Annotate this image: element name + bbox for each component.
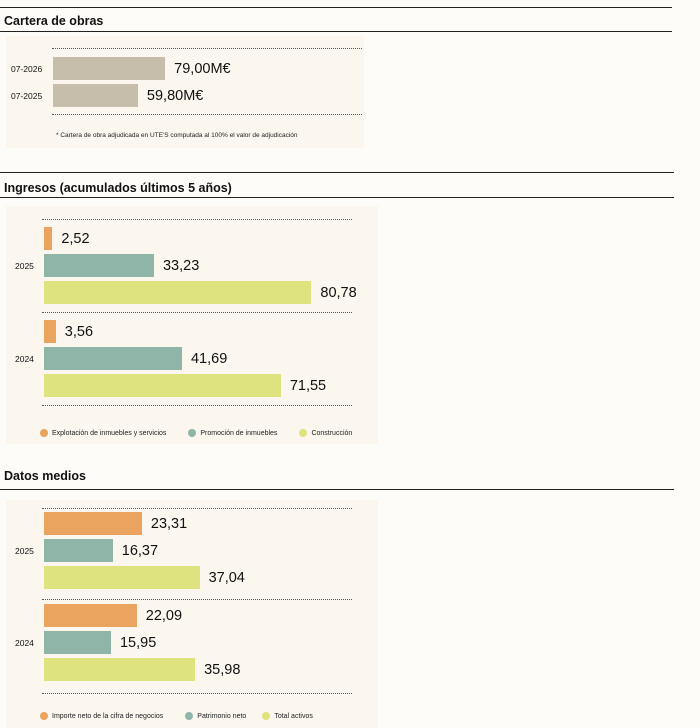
ingresos-value-label-promocion-2024: 41,69 bbox=[190, 350, 228, 367]
ingresos-gridline-mid bbox=[42, 312, 352, 313]
datos-gridline-mid bbox=[42, 599, 352, 600]
ingresos-category-label-2024: 2024 bbox=[15, 353, 34, 364]
legend-dot-construccion bbox=[299, 429, 308, 437]
legend-label-explotacion: Explotación de inmuebles y servicios bbox=[52, 429, 167, 437]
legend-item-activos: Total activos bbox=[262, 712, 313, 720]
cartera-top-rule bbox=[0, 7, 672, 8]
legend-label-importe: Importe neto de la cifra de negocios bbox=[52, 712, 164, 720]
cartera-footnote: * Cartera de obra adjudicada en UTE'S co… bbox=[56, 132, 298, 139]
ingresos-bar-construccion-2024 bbox=[44, 374, 281, 397]
ingresos-value-label-explotacion-2025: 2,52 bbox=[61, 230, 90, 247]
ingresos-value-label-construccion-2024: 71,55 bbox=[289, 377, 327, 394]
ingresos-bar-promocion-2024 bbox=[44, 347, 182, 370]
cartera-title-rule bbox=[0, 31, 672, 32]
cartera-value-label-07-2025: 59,80M€ bbox=[146, 87, 204, 104]
legend-dot-activos bbox=[262, 712, 271, 720]
datos-legend: Importe neto de la cifra de negocios Pat… bbox=[40, 712, 313, 720]
datos-category-label-2024: 2024 bbox=[15, 637, 34, 648]
legend-item-explotacion: Explotación de inmuebles y servicios bbox=[40, 429, 166, 437]
legend-item-patrimonio: Patrimonio neto bbox=[185, 712, 246, 720]
cartera-value-label-07-2026: 79,00M€ bbox=[174, 60, 231, 77]
datos-gridline-bottom bbox=[42, 693, 352, 694]
legend-dot-importe bbox=[40, 712, 48, 720]
legend-item-importe: Importe neto de la cifra de negocios bbox=[40, 712, 163, 720]
ingresos-value-label-construccion-2025: 80,78 bbox=[320, 284, 357, 301]
ingresos-bar-construccion-2025 bbox=[44, 281, 312, 304]
datos-value-label-activos-2025: 37,04 bbox=[208, 569, 245, 586]
datos-value-label-activos-2024: 35,98 bbox=[204, 661, 241, 678]
ingresos-legend: Explotación de inmuebles y servicios Pro… bbox=[40, 429, 352, 437]
datos-title-rule bbox=[0, 489, 674, 490]
legend-label-promocion: Promoción de inmuebles bbox=[200, 429, 278, 437]
cartera-bar-07-2026 bbox=[53, 57, 166, 80]
ingresos-value-label-explotacion-2024: 3,56 bbox=[64, 323, 94, 340]
ingresos-title: Ingresos (acumulados últimos 5 años) bbox=[4, 181, 232, 195]
datos-value-label-importe-2025: 23,31 bbox=[150, 515, 188, 532]
datos-category-label-2025: 2025 bbox=[15, 545, 34, 556]
datos-bar-importe-2025 bbox=[44, 512, 142, 535]
ingresos-bar-explotacion-2024 bbox=[44, 320, 56, 343]
datos-bar-patrimonio-2024 bbox=[44, 631, 111, 654]
cartera-gridline-top bbox=[52, 48, 362, 49]
legend-label-activos: Total activos bbox=[274, 712, 313, 720]
datos-value-label-importe-2024: 22,09 bbox=[145, 607, 183, 624]
datos-value-label-patrimonio-2024: 15,95 bbox=[119, 634, 157, 651]
ingresos-gridline-top bbox=[42, 219, 352, 220]
cartera-category-label-07-2026: 07-2026 bbox=[11, 63, 43, 74]
ingresos-bar-explotacion-2025 bbox=[44, 227, 53, 250]
ingresos-value-label-promocion-2025: 33,23 bbox=[162, 257, 200, 274]
cartera-gridline-bottom bbox=[52, 114, 362, 115]
datos-title: Datos medios bbox=[4, 469, 86, 483]
cartera-category-label-07-2025: 07-2025 bbox=[11, 90, 43, 101]
datos-bar-patrimonio-2025 bbox=[44, 539, 113, 562]
legend-dot-explotacion bbox=[40, 429, 48, 437]
ingresos-bar-promocion-2025 bbox=[44, 254, 154, 277]
legend-label-construccion: Construcción bbox=[311, 429, 353, 437]
ingresos-top-rule bbox=[0, 172, 674, 173]
datos-value-label-patrimonio-2025: 16,37 bbox=[121, 542, 159, 559]
ingresos-title-rule bbox=[0, 197, 674, 198]
ingresos-gridline-bottom bbox=[42, 405, 352, 406]
cartera-title: Cartera de obras bbox=[4, 14, 104, 28]
datos-gridline-top bbox=[42, 508, 352, 509]
cartera-bar-07-2025 bbox=[53, 84, 138, 107]
datos-bar-activos-2025 bbox=[44, 566, 200, 589]
ingresos-category-label-2025: 2025 bbox=[15, 260, 34, 271]
legend-item-construccion: Construcción bbox=[299, 429, 352, 437]
ingresos-panel bbox=[6, 206, 378, 444]
datos-bar-activos-2024 bbox=[44, 658, 196, 681]
legend-dot-patrimonio bbox=[185, 712, 194, 720]
legend-label-patrimonio: Patrimonio neto bbox=[197, 712, 247, 720]
legend-dot-promocion bbox=[188, 429, 197, 437]
datos-bar-importe-2024 bbox=[44, 604, 137, 627]
legend-item-promocion: Promoción de inmuebles bbox=[188, 429, 277, 437]
